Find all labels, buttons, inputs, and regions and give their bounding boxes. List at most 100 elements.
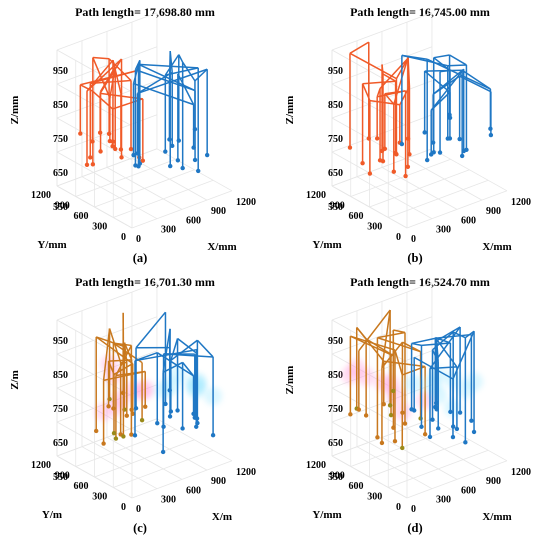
- path-point: [459, 153, 465, 159]
- path-transfer-segment: [376, 88, 381, 98]
- x-tick-label: 0: [136, 234, 141, 245]
- path-point: [78, 131, 83, 136]
- series-path-orange: [78, 56, 146, 167]
- x-tick-label: 300: [161, 495, 176, 506]
- path-point: [434, 400, 439, 406]
- path-point: [400, 445, 405, 451]
- z-tick-label: 650: [53, 438, 68, 449]
- path-transfer-segment: [382, 73, 396, 82]
- path-transfer-segment: [196, 339, 214, 358]
- path-transfer-segment: [164, 54, 180, 76]
- z-tick-label: 550: [328, 472, 343, 483]
- path-transfer-segment: [92, 57, 111, 99]
- axes-grid: [331, 282, 508, 499]
- path-transfer-segment: [162, 328, 171, 373]
- path-point: [106, 131, 112, 136]
- path-point: [137, 161, 143, 166]
- path-point: [192, 157, 198, 163]
- path-transfer-segment: [436, 333, 472, 339]
- path-point: [191, 145, 196, 150]
- path-transfer-segment: [108, 58, 132, 82]
- path-point: [391, 425, 396, 430]
- z-tick-label: 750: [328, 404, 343, 415]
- path-point: [454, 426, 460, 432]
- path-point: [175, 408, 180, 413]
- y-tick-label: 600: [349, 211, 364, 222]
- path-point: [437, 150, 443, 155]
- path-transfer-segment: [102, 328, 111, 381]
- x-axis-label: X/mm: [207, 241, 236, 253]
- y-tick-label: 1200: [31, 190, 51, 201]
- z-tick-label: 850: [328, 100, 343, 111]
- path-point: [143, 404, 148, 409]
- x-tick-label: 600: [186, 485, 201, 496]
- x-tick-label: 300: [161, 225, 176, 236]
- path-point: [436, 426, 441, 431]
- z-tick-label: 950: [328, 336, 343, 347]
- series-path-orange: [347, 41, 412, 179]
- path-transfer-segment: [381, 309, 391, 368]
- path-point: [194, 424, 199, 429]
- path-point: [457, 410, 463, 415]
- path-point: [392, 438, 398, 444]
- series-path-blue: [399, 54, 494, 163]
- path-point: [132, 433, 138, 438]
- x-axis-label: X/mm: [482, 511, 511, 523]
- path-transfer-segment: [108, 328, 122, 363]
- z-tick-label: 950: [53, 66, 68, 77]
- path-point: [356, 407, 362, 412]
- y-tick-label: 0: [121, 502, 126, 513]
- path-transfer-segment: [433, 54, 450, 59]
- y-axis-label: Y/m: [42, 509, 62, 521]
- chart-panel-a: Path length= 17,698.80 mm 550 650 750 850 950…: [9, 5, 256, 265]
- path-point: [347, 145, 353, 150]
- x-tick-label: 300: [436, 225, 451, 236]
- chart-panel-c: Path length= 16,701.30 mm 550 650 750 850 950…: [9, 275, 256, 535]
- path-transfer-segment: [169, 50, 173, 73]
- axes-grid: [56, 12, 233, 229]
- path-point: [133, 163, 138, 168]
- path-transfer-segment: [95, 336, 124, 347]
- x-tick-label: 600: [461, 485, 476, 496]
- path-point: [488, 126, 493, 131]
- path-transfer-segment: [99, 58, 123, 94]
- path-transfer-segment: [182, 61, 196, 82]
- path-point: [113, 146, 118, 152]
- x-tick-label: 0: [136, 504, 141, 515]
- z-axis-label: Z/mm: [284, 366, 296, 395]
- x-tick-label: 600: [461, 215, 476, 226]
- path-transfer-segment: [90, 79, 132, 85]
- panel-label: (d): [407, 521, 422, 535]
- y-tick-label: 900: [55, 471, 70, 482]
- series-path-blue: [132, 311, 223, 455]
- path-transfer-segment: [349, 52, 397, 80]
- series-path-orange: [94, 312, 155, 446]
- path-transfer-segment: [95, 336, 134, 365]
- x-tick-label: 1200: [511, 467, 531, 478]
- chart-panel-b: Path length= 16,745.00 mm 550 650 750 850 950…: [284, 5, 531, 265]
- path-point: [445, 136, 450, 141]
- path-transfer-segment: [138, 63, 196, 92]
- z-tick-label: 650: [328, 438, 343, 449]
- path-point: [391, 169, 397, 174]
- path-point: [160, 449, 166, 455]
- path-point: [399, 141, 405, 147]
- path-transfer-segment: [411, 337, 437, 345]
- panel-label: (c): [133, 521, 147, 535]
- x-tick-label: 300: [436, 495, 451, 506]
- z-tick-label: 950: [53, 336, 68, 347]
- path-point: [380, 158, 386, 164]
- z-tick-label: 550: [53, 202, 68, 213]
- x-tick-label: 1200: [511, 197, 531, 208]
- path-transfer-segment: [178, 54, 184, 63]
- path-transfer-segment: [449, 54, 467, 66]
- path-point: [379, 148, 385, 154]
- path-point: [129, 432, 134, 437]
- path-transfer-segment: [170, 338, 179, 361]
- path-point: [464, 147, 469, 153]
- x-tick-label: 0: [411, 234, 416, 245]
- path-transfer-segment: [407, 57, 411, 87]
- path-point: [94, 428, 99, 434]
- path-transfer-segment: [194, 68, 208, 82]
- path-point: [391, 388, 396, 394]
